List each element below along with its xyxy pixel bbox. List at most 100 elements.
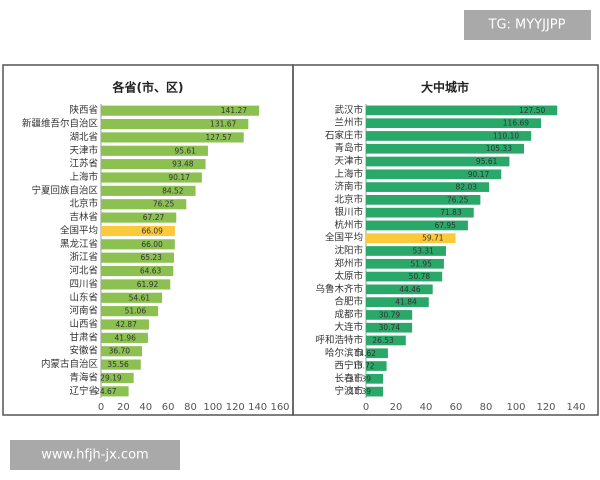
value-label: 141.27 [221,106,247,115]
y-tick-label: 成都市 [334,308,363,320]
bar [101,159,206,170]
y-tick-label: 北京市 [69,198,98,210]
bar [101,319,149,330]
x-tick-label: 20 [117,402,130,413]
value-label: 131.67 [210,120,236,129]
bar [366,156,510,167]
value-label: 116.69 [503,119,529,128]
value-label: 59.71 [422,234,444,243]
y-tick-label: 宁波市 [334,385,363,397]
y-tick-label: 合肥市 [334,296,363,308]
x-tick-label: 160 [270,402,289,413]
y-tick-label: 上海市 [69,171,98,183]
value-label: 61.92 [137,280,159,289]
y-tick-label: 江苏省 [69,158,98,170]
x-tick-label: 20 [390,402,403,413]
y-tick-label: 呼和浩特市 [315,334,363,346]
x-tick-label: 80 [480,402,493,413]
x-tick-label: 100 [203,402,222,413]
value-label: 95.61 [174,146,196,155]
y-tick-label: 西宁市 [334,360,363,372]
x-tick-label: 60 [162,402,175,413]
value-label: 26.53 [372,336,394,345]
value-label: 41.96 [114,333,136,342]
bar [366,105,558,116]
value-label: 66.00 [141,240,163,249]
y-tick-label: 河北省 [69,265,98,277]
y-tick-label: 河南省 [69,305,98,317]
bar [101,279,171,290]
y-tick-label: 青岛市 [334,142,363,154]
bar [366,207,474,218]
bar [101,212,177,223]
bar [366,373,384,384]
value-label: 67.27 [143,213,165,222]
value-label: 90.17 [168,173,190,182]
bar [101,145,208,156]
x-tick-label: 60 [450,402,463,413]
watermark-box [10,440,180,470]
y-tick-label: 山西省 [69,318,98,330]
y-tick-label: 郑州市 [334,257,363,269]
value-label: 71.83 [440,208,462,217]
value-label: 82.03 [456,183,478,192]
y-tick-label: 新疆维吾尔自治区 [22,118,99,130]
value-label: 76.25 [447,195,469,204]
y-tick-label: 长春市 [334,372,363,384]
y-tick-label: 辽宁省 [69,385,98,397]
y-tick-label: 青海省 [69,371,98,383]
y-tick-label: 沈阳市 [334,245,363,257]
y-tick-label: 宁夏回族自治区 [31,184,98,196]
panel [292,64,599,416]
value-label: 30.74 [379,323,401,332]
value-label: 66.09 [141,226,163,235]
value-label: 90.17 [468,170,490,179]
y-tick-label: 大连市 [334,321,363,333]
value-label: 13.72 [353,362,375,371]
x-tick-label: 140 [566,402,585,413]
x-tick-label: 140 [248,402,267,413]
y-tick-label: 上海市 [334,168,363,180]
watermark-box [464,10,591,40]
value-label: 127.57 [205,133,231,142]
value-label: 65.23 [140,253,162,262]
y-tick-label: 兰州市 [334,117,363,129]
bar [101,199,187,210]
watermark-text: www.hfjh-jx.com [41,448,148,463]
y-tick-label: 乌鲁木齐市 [315,283,363,295]
bar [101,118,249,130]
value-label: 11.39 [350,374,372,383]
bar [366,118,542,129]
bar [366,246,446,256]
bar [101,306,159,317]
y-tick-label: 全国平均 [60,224,98,236]
x-tick-label: 40 [420,402,433,413]
value-label: 42.87 [115,320,137,329]
value-label: 76.25 [153,200,175,209]
bar [366,310,413,320]
y-tick-label: 吉林省 [69,211,98,223]
value-label: 11.39 [350,387,372,396]
value-label: 84.52 [162,186,184,195]
value-label: 51.95 [410,259,432,268]
bar [366,361,387,371]
bar [366,297,429,307]
value-label: 36.70 [109,347,131,356]
bar [101,359,141,370]
y-tick-label: 石家庄市 [325,129,364,141]
value-label: 53.31 [412,247,434,256]
y-tick-label: 内蒙古自治区 [41,358,99,370]
bar [366,335,406,346]
bar [101,332,148,343]
bar [101,132,244,143]
value-label: 110.10 [493,131,519,140]
bar [366,233,456,244]
y-tick-label: 山东省 [69,291,98,303]
y-tick-label: 济南市 [334,181,363,193]
y-tick-label: 杭州市 [334,219,363,231]
x-tick-label: 0 [98,402,104,413]
bar [366,195,481,205]
value-label: 29.19 [100,373,122,382]
value-label: 105.33 [486,144,512,153]
